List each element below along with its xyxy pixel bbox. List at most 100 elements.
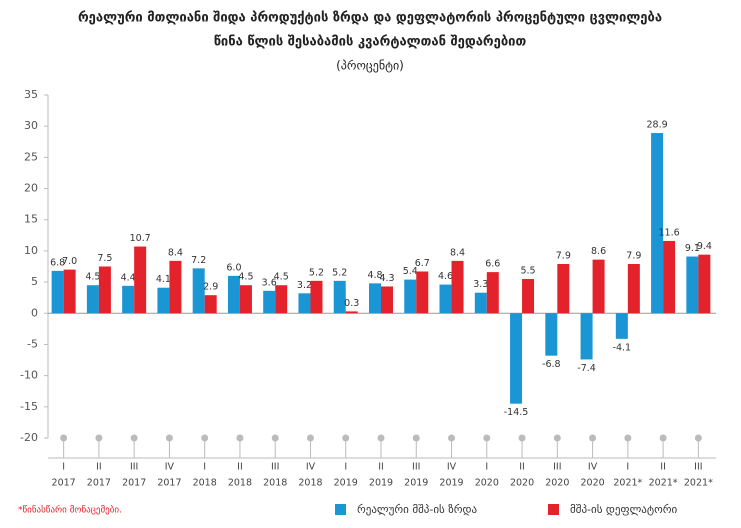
bar xyxy=(122,285,135,314)
data-label: -7.4 xyxy=(577,363,596,374)
x-tick-label: 2020 xyxy=(475,478,499,489)
bar xyxy=(486,272,499,314)
footnote: *წინასწარი მონაცემები. xyxy=(18,505,122,516)
data-label: 6.6 xyxy=(485,259,500,270)
x-tick-label: III xyxy=(694,462,702,473)
y-tick-label: 10 xyxy=(24,244,38,257)
bar xyxy=(98,266,111,314)
data-label: 5.4 xyxy=(403,266,418,277)
x-tick-label: 2021* xyxy=(649,478,678,489)
bar xyxy=(545,313,558,356)
data-label: 4.5 xyxy=(238,272,253,283)
legend-label: რეალური მშპ-ის ზრდა xyxy=(357,503,478,516)
x-tick-label: 2018 xyxy=(263,478,287,489)
bar xyxy=(615,313,628,339)
data-label: 5.2 xyxy=(332,267,347,278)
y-tick-label: -10 xyxy=(20,369,38,382)
bar xyxy=(651,133,664,314)
x-tick-label: IV xyxy=(165,462,175,473)
x-tick-label: III xyxy=(412,462,420,473)
legend-swatch xyxy=(335,504,346,515)
bar xyxy=(169,260,182,314)
y-tick-label: -5 xyxy=(27,337,38,350)
x-tick-label: 2018 xyxy=(228,478,252,489)
x-tick-label: 2018 xyxy=(298,478,322,489)
bar xyxy=(204,295,217,314)
data-label: 5.5 xyxy=(520,265,535,276)
bar xyxy=(310,280,323,314)
x-tick-dot xyxy=(342,434,350,442)
data-label: -4.1 xyxy=(613,342,632,353)
bar xyxy=(522,278,535,314)
data-label: 9.1 xyxy=(685,243,700,254)
data-label: 7.9 xyxy=(626,251,641,262)
y-tick-label: 20 xyxy=(24,182,38,195)
y-tick-label: -15 xyxy=(20,400,38,413)
x-tick-dot xyxy=(95,434,103,442)
y-tick-label: 30 xyxy=(24,119,38,132)
x-tick-dot xyxy=(236,434,244,442)
chart-subtitle: (პროცენტი) xyxy=(336,59,404,73)
x-tick-label: II xyxy=(519,462,525,473)
x-tick-label: 2017 xyxy=(122,478,146,489)
data-label: 7.5 xyxy=(97,253,112,264)
x-tick-label: 2020 xyxy=(545,478,569,489)
bar xyxy=(298,293,311,314)
data-label: 11.6 xyxy=(659,227,680,238)
x-tick-label: 2020 xyxy=(580,478,604,489)
bar xyxy=(663,240,676,314)
bar xyxy=(227,275,240,314)
bar xyxy=(333,280,346,314)
bar xyxy=(275,285,288,314)
x-tick-dot xyxy=(412,434,420,442)
x-tick-label: III xyxy=(271,462,279,473)
data-label: -6.8 xyxy=(542,359,561,370)
x-tick-label: 2019 xyxy=(334,478,358,489)
x-tick-label: 2019 xyxy=(439,478,463,489)
chart-title: რეალური მთლიანი შიდა პროდუქტის ზრდა და დ… xyxy=(78,11,662,26)
chart-title: წინა წლის შესაბამის კვარტალთან შედარებით xyxy=(214,35,527,50)
x-tick-dot xyxy=(553,434,561,442)
data-label: 7.9 xyxy=(556,251,571,262)
bar xyxy=(157,287,170,314)
data-label: 4.5 xyxy=(85,272,100,283)
x-tick-label: III xyxy=(130,462,138,473)
data-label: 6.0 xyxy=(226,262,241,273)
bar xyxy=(369,283,381,314)
x-tick-dot xyxy=(60,434,68,442)
data-label: 4.5 xyxy=(274,272,289,283)
data-label: 7.0 xyxy=(62,256,77,267)
bar xyxy=(451,260,464,314)
data-label: -14.5 xyxy=(504,407,529,418)
x-tick-dot xyxy=(518,434,526,442)
x-tick-label: IV xyxy=(588,462,598,473)
y-tick-label: 35 xyxy=(24,88,38,101)
bar xyxy=(580,313,593,360)
x-tick-label: 2017 xyxy=(52,478,76,489)
x-tick-label: IV xyxy=(447,462,457,473)
x-tick-label: I xyxy=(344,462,347,473)
y-tick-label: 5 xyxy=(31,275,38,288)
x-tick-dot xyxy=(130,434,138,442)
x-tick-label: II xyxy=(660,462,666,473)
bar xyxy=(698,254,711,314)
x-tick-dot xyxy=(448,434,456,442)
bar xyxy=(439,284,452,314)
bar xyxy=(557,264,570,314)
x-tick-label: 2020 xyxy=(510,478,534,489)
data-label: 3.2 xyxy=(297,280,312,291)
x-tick-label: 2021* xyxy=(613,478,642,489)
x-tick-label: I xyxy=(626,462,629,473)
x-tick-dot xyxy=(306,434,314,442)
data-label: 6.7 xyxy=(415,258,430,269)
x-tick-label: 2018 xyxy=(193,478,217,489)
data-label: 8.6 xyxy=(591,246,606,257)
legend-label: მშპ-ის დეფლატორი xyxy=(570,503,677,516)
x-tick-label: I xyxy=(62,462,65,473)
bar xyxy=(510,313,523,404)
bar xyxy=(404,279,417,314)
bar xyxy=(627,264,640,314)
data-label: 10.7 xyxy=(130,233,151,244)
x-tick-label: I xyxy=(485,462,488,473)
